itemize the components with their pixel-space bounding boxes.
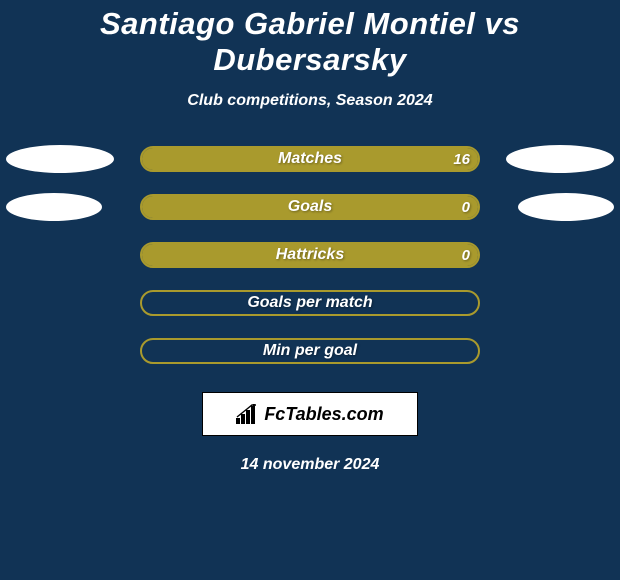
stat-row-goals: Goals 0: [0, 194, 620, 220]
left-ellipse-icon: [6, 193, 102, 221]
left-ellipse-icon: [6, 145, 114, 173]
right-ellipse-icon: [518, 193, 614, 221]
logo-box: FcTables.com: [202, 392, 418, 436]
date-label: 14 november 2024: [0, 456, 620, 474]
stat-bar: Goals 0: [140, 194, 480, 220]
stat-label: Min per goal: [263, 342, 357, 360]
bar-chart-icon: [236, 404, 258, 424]
stat-row-hattricks: Hattricks 0: [0, 242, 620, 268]
subtitle: Club competitions, Season 2024: [0, 92, 620, 110]
right-ellipse-icon: [506, 145, 614, 173]
stat-row-min-per-goal: Min per goal: [0, 338, 620, 364]
stat-label: Goals: [288, 198, 332, 216]
stat-label: Goals per match: [247, 294, 372, 312]
stat-bar: Goals per match: [140, 290, 480, 316]
stat-rows: Matches 16 Goals 0 Hattricks 0: [0, 146, 620, 364]
chart-container: Santiago Gabriel Montiel vs Dubersarsky …: [0, 0, 620, 580]
stat-bar: Min per goal: [140, 338, 480, 364]
logo-text: FcTables.com: [264, 404, 383, 425]
stat-label: Matches: [278, 150, 342, 168]
stat-bar: Matches 16: [140, 146, 480, 172]
right-value: 16: [453, 151, 470, 168]
stat-bar: Hattricks 0: [140, 242, 480, 268]
stat-row-goals-per-match: Goals per match: [0, 290, 620, 316]
stat-label: Hattricks: [276, 246, 344, 264]
page-title: Santiago Gabriel Montiel vs Dubersarsky: [0, 6, 620, 78]
right-value: 0: [462, 247, 470, 264]
stat-row-matches: Matches 16: [0, 146, 620, 172]
right-value: 0: [462, 199, 470, 216]
